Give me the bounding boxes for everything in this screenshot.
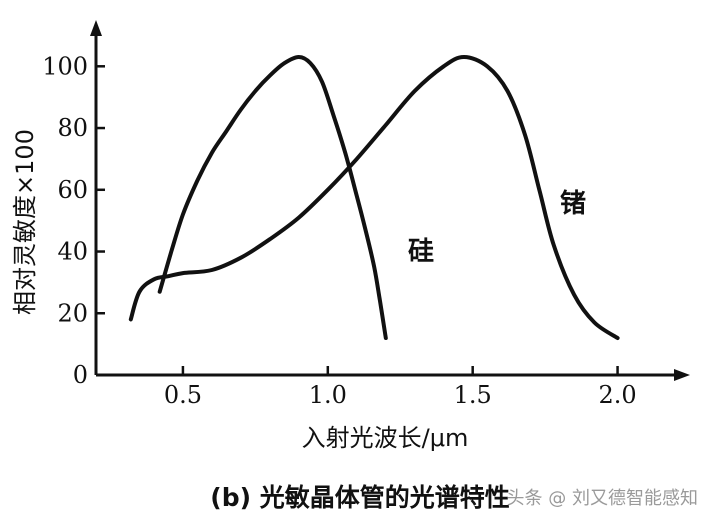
x-tick-label: 1.0 (309, 381, 347, 409)
series-label-germanium: 锗 (560, 189, 586, 219)
curves (128, 55, 620, 340)
x-axis-title: 入射光波长/μm (302, 424, 469, 452)
x-tick-label: 1.5 (454, 381, 492, 409)
y-tick-label: 60 (57, 176, 88, 204)
y-tick-label: 80 (57, 114, 88, 142)
y-tick-label: 40 (57, 238, 88, 266)
x-tick-label: 2.0 (598, 381, 636, 409)
series-line-silicon (157, 55, 388, 340)
x-ticks: 0.5 1.0 1.5 2.0 (164, 366, 637, 409)
watermark: 头条 @ 刘又德智能感知 (506, 488, 698, 509)
series-label-silicon: 硅 (408, 237, 434, 267)
y-tick-label: 100 (42, 52, 88, 80)
y-tick-label: 0 (73, 361, 88, 389)
figure-caption: (b) 光敏晶体管的光谱特性 (210, 483, 510, 512)
x-tick-label: 0.5 (164, 381, 202, 409)
y-axis-arrow (90, 20, 102, 36)
y-axis-title: 相对灵敏度×100 (11, 129, 39, 315)
y-ticks: 0 20 40 60 80 100 (42, 52, 105, 389)
series-line-germanium (128, 55, 620, 340)
axes (90, 20, 690, 381)
spectral-response-chart: 0 20 40 60 80 100 0.5 1.0 1.5 2.0 入射光波长/μm 相对灵敏度… (11, 20, 690, 452)
x-axis-arrow (674, 369, 690, 381)
y-tick-label: 20 (57, 299, 88, 327)
